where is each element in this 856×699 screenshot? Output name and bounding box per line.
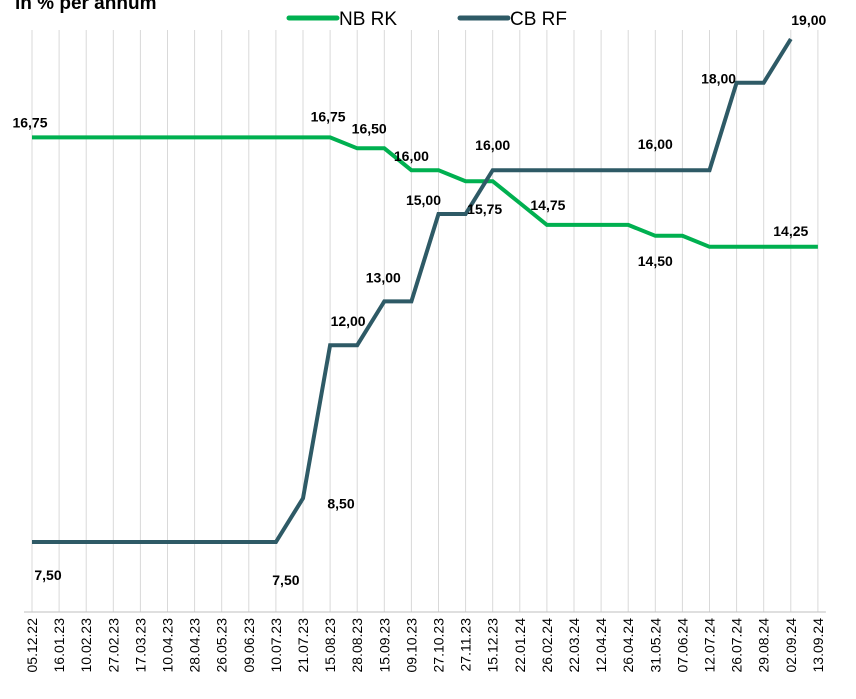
- x-tick-label: 22.03.24: [566, 618, 582, 673]
- data-labels: 16,75 16,75 16,50 16,00 15,75 14,75 14,50 14,25…: [12, 12, 826, 588]
- x-tick-label: 27.10.23: [431, 618, 447, 673]
- legend-label-cb-rf: CB RF: [510, 9, 567, 30]
- x-tick-label: 27.11.23: [458, 618, 474, 672]
- x-tick-label: 28.04.23: [187, 618, 203, 673]
- x-tick-label: 26.02.24: [539, 618, 555, 673]
- x-tick-label: 29.08.24: [756, 618, 772, 673]
- data-label-cb-rf: 7,50: [34, 567, 61, 583]
- data-label-cb-rf: 15,00: [406, 192, 441, 208]
- data-label-nb-rk: 16,75: [12, 114, 47, 130]
- series: [32, 37, 818, 544]
- data-label-nb-rk: 16,75: [311, 108, 346, 124]
- x-tick-label: 07.06.24: [674, 618, 690, 673]
- data-label-cb-rf: 19,00: [791, 12, 826, 28]
- x-tick-label: 12.07.24: [702, 618, 718, 673]
- data-label-nb-rk: 14,50: [638, 253, 673, 269]
- data-label-nb-rk: 14,25: [773, 223, 808, 239]
- x-tick-label: 10.02.23: [78, 618, 94, 673]
- x-tick-label: 05.12.22: [24, 618, 40, 673]
- x-tick-label: 26.04.24: [620, 618, 636, 673]
- x-tick-label: 09.10.23: [403, 618, 419, 673]
- data-label-cb-rf: 16,00: [638, 136, 673, 152]
- x-tick-label: 10.07.23: [268, 618, 284, 673]
- x-tick-label: 10.04.23: [160, 618, 176, 673]
- x-tick-label: 31.05.24: [647, 618, 663, 673]
- x-tick-label: 28.08.23: [349, 618, 365, 673]
- x-tick-label: 15.09.23: [376, 618, 392, 673]
- x-tick-label: 17.03.23: [132, 618, 148, 673]
- x-tick-label: 15.12.23: [485, 618, 501, 673]
- chart-title: in % per annum: [15, 0, 156, 14]
- data-label-cb-rf: 18,00: [701, 71, 736, 87]
- x-tick-label: 15.08.23: [322, 618, 338, 673]
- x-tick-label: 02.09.24: [783, 618, 799, 673]
- data-label-nb-rk: 14,75: [530, 197, 565, 213]
- data-label-cb-rf: 12,00: [331, 313, 366, 329]
- series-line-cb-rf: [32, 37, 793, 544]
- x-tick-label: 13.09.24: [810, 618, 826, 673]
- x-tick-label: 09.06.23: [241, 618, 257, 673]
- x-tick-label: 26.07.24: [729, 618, 745, 673]
- x-tick-label: 26.05.23: [214, 618, 230, 673]
- grid: [24, 30, 826, 613]
- data-label-nb-rk: 16,00: [394, 148, 429, 164]
- chart-legend: NB RK CB RF: [286, 9, 567, 30]
- x-tick-label: 12.04.24: [593, 618, 609, 673]
- x-tick-label: 21.07.23: [295, 618, 311, 673]
- x-tick-label: 16.01.23: [51, 618, 67, 673]
- data-label-nb-rk: 16,50: [352, 120, 387, 136]
- data-label-cb-rf: 8,50: [327, 495, 354, 511]
- data-label-cb-rf: 13,00: [366, 269, 401, 285]
- data-label-nb-rk: 15,75: [467, 201, 502, 217]
- x-tick-label: 27.02.23: [105, 618, 121, 673]
- legend-label-nb-rk: NB RK: [339, 9, 397, 30]
- x-tick-label: 22.01.24: [512, 618, 528, 673]
- data-label-cb-rf: 7,50: [272, 572, 299, 588]
- data-label-cb-rf: 16,00: [475, 137, 510, 153]
- x-axis-ticks: 05.12.22 16.01.23 10.02.23 27.02.23 17.03.23…: [24, 618, 826, 673]
- series-line-nb-rk: [32, 135, 818, 249]
